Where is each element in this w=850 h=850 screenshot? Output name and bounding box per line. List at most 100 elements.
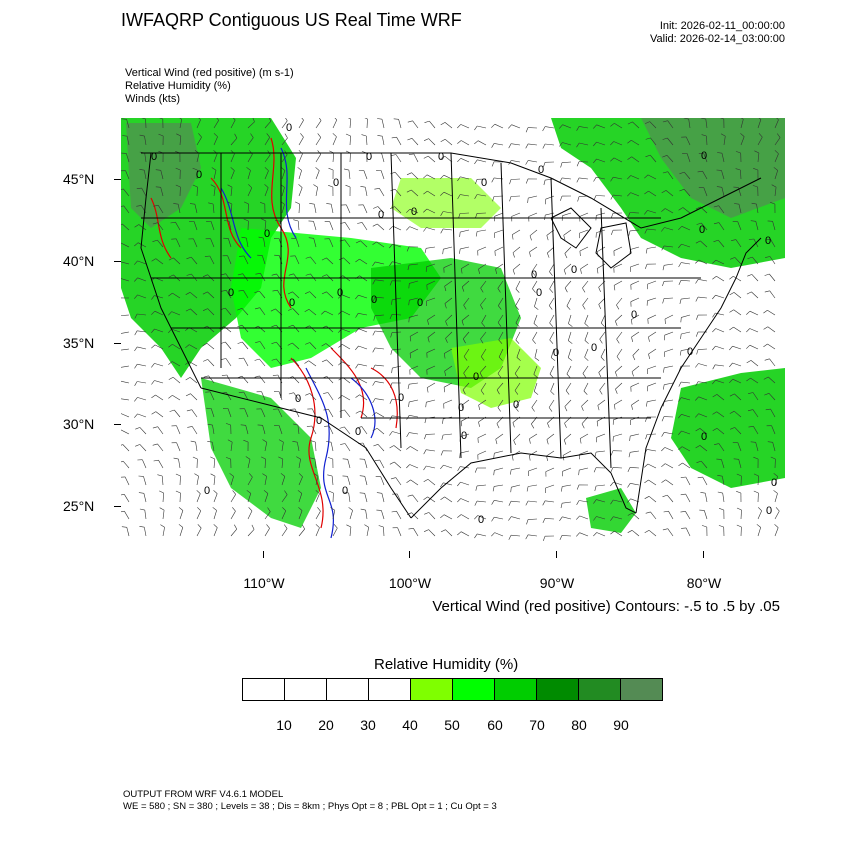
wind-barb bbox=[593, 176, 606, 182]
lat-label-45n: 45°N bbox=[63, 171, 95, 187]
wind-barb bbox=[716, 186, 725, 197]
wind-barb bbox=[151, 258, 164, 265]
wind-barb bbox=[493, 450, 504, 459]
legend-title: Relative Humidity (%) bbox=[374, 656, 519, 673]
wind-barb bbox=[390, 348, 402, 355]
wind-barb bbox=[134, 224, 147, 231]
wind-barb bbox=[355, 410, 368, 418]
plot-title: IWFAQRP Contiguous US Real Time WRF bbox=[121, 10, 462, 30]
wind-barb bbox=[358, 204, 368, 214]
contour-label: 0 bbox=[366, 151, 372, 163]
contour-label: 0 bbox=[204, 485, 210, 497]
wind-barb bbox=[168, 376, 181, 384]
wind-barb bbox=[600, 348, 606, 361]
wind-barb bbox=[444, 365, 453, 376]
wind-barb bbox=[185, 393, 198, 401]
wind-barb bbox=[597, 399, 606, 411]
wind-barb bbox=[159, 118, 164, 129]
wind-barb bbox=[525, 127, 538, 133]
wind-barb bbox=[515, 280, 521, 293]
wind-barb bbox=[426, 280, 436, 290]
wind-barb bbox=[442, 246, 453, 255]
downdraft-contour bbox=[220, 187, 252, 259]
wind-barb bbox=[576, 484, 589, 490]
wind-barb bbox=[171, 442, 181, 452]
wind-barb bbox=[264, 524, 270, 537]
wind-barb bbox=[134, 277, 147, 282]
field-label-relative-humidity: Relative Humidity (%) bbox=[125, 80, 231, 92]
wind-barb bbox=[594, 484, 606, 491]
wind-barb bbox=[372, 330, 385, 336]
wind-barb bbox=[662, 171, 674, 180]
wind-barb bbox=[712, 379, 725, 385]
wind-barb bbox=[680, 331, 691, 339]
wind-barb bbox=[121, 380, 130, 384]
wind-barb bbox=[457, 514, 470, 520]
contour-label: 0 bbox=[378, 209, 384, 221]
wind-barb bbox=[213, 490, 218, 503]
wind-barb bbox=[343, 491, 351, 503]
wind-barb bbox=[203, 375, 215, 384]
wind-barb bbox=[243, 218, 249, 231]
wind-barb bbox=[342, 458, 351, 469]
wind-barb bbox=[391, 297, 402, 305]
wind-barb bbox=[679, 297, 691, 304]
wind-barb bbox=[205, 391, 215, 401]
wind-barb bbox=[542, 143, 555, 149]
wind-barb bbox=[213, 133, 218, 146]
wind-barb bbox=[151, 295, 164, 300]
wind-barb bbox=[141, 118, 147, 129]
wind-barb bbox=[498, 297, 504, 310]
wind-barb bbox=[327, 457, 334, 469]
wind-barb bbox=[121, 413, 130, 418]
wind-barb bbox=[516, 348, 521, 361]
wind-barb bbox=[443, 348, 453, 359]
wind-barb bbox=[647, 365, 657, 375]
wind-barb bbox=[679, 188, 691, 197]
wind-barb bbox=[238, 391, 249, 401]
wind-barb bbox=[406, 446, 419, 452]
contour-label: 0 bbox=[536, 287, 542, 299]
wind-barb bbox=[717, 152, 725, 163]
wind-barb bbox=[444, 297, 453, 309]
wind-barb bbox=[264, 167, 269, 180]
wind-barb bbox=[531, 263, 538, 276]
wind-barb bbox=[696, 222, 708, 231]
wind-barb bbox=[332, 524, 338, 537]
wind-barb bbox=[205, 238, 215, 248]
wind-barb bbox=[627, 530, 640, 537]
wind-barb bbox=[746, 360, 759, 367]
contour-label: 0 bbox=[286, 122, 292, 134]
wind-barb bbox=[221, 290, 232, 299]
wind-barb bbox=[678, 446, 691, 452]
wind-barb bbox=[576, 142, 589, 148]
wind-barb bbox=[176, 133, 182, 146]
wind-barb bbox=[221, 374, 232, 384]
wind-barb bbox=[406, 226, 419, 231]
wind-barb bbox=[206, 407, 215, 418]
footer-model: OUTPUT FROM WRF V4.6.1 MODEL bbox=[123, 789, 284, 800]
wind-barb bbox=[593, 158, 606, 164]
wind-barb bbox=[321, 310, 334, 316]
wind-barb bbox=[584, 331, 589, 344]
wind-barb bbox=[134, 260, 147, 265]
wind-barb bbox=[389, 445, 402, 452]
wind-barb bbox=[747, 256, 759, 265]
wind-barb bbox=[717, 491, 725, 503]
wind-barb bbox=[175, 184, 181, 197]
wind-barb bbox=[661, 190, 674, 197]
wind-barb bbox=[630, 280, 640, 290]
wind-barb bbox=[345, 133, 351, 146]
field-label-winds: Winds (kts) bbox=[125, 93, 180, 105]
wind-barb bbox=[137, 459, 147, 469]
wind-barb bbox=[678, 226, 691, 231]
legend-label: 80 bbox=[571, 717, 587, 733]
wind-barb bbox=[168, 257, 181, 265]
lon-tick bbox=[263, 551, 264, 558]
wind-barb bbox=[611, 229, 623, 236]
wind-barb bbox=[610, 530, 623, 537]
wind-barb bbox=[134, 346, 147, 352]
wind-barb bbox=[185, 377, 198, 384]
downdraft-contour bbox=[280, 147, 297, 239]
wind-barb bbox=[305, 256, 317, 265]
